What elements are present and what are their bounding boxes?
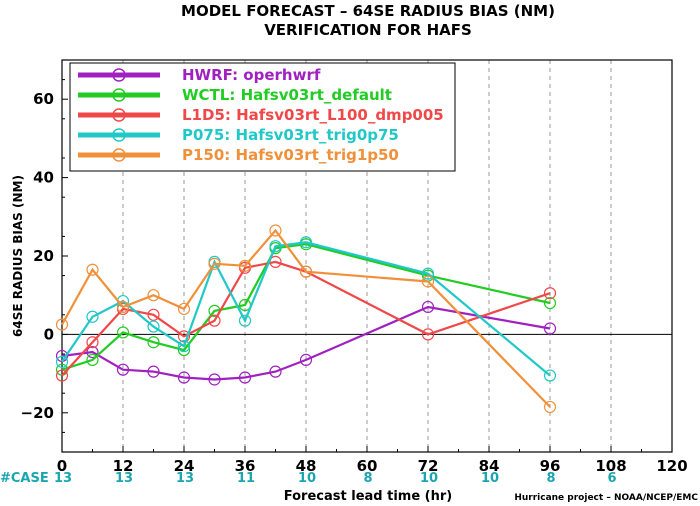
data-point (208, 314, 221, 327)
case-count: 13 (54, 471, 72, 486)
data-point (299, 265, 313, 278)
y-tick-label: −20 (21, 404, 54, 422)
data-point (86, 263, 99, 276)
data-point (543, 296, 557, 310)
legend-marker (112, 88, 126, 102)
data-point (177, 302, 191, 316)
series-4 (55, 224, 557, 414)
data-point (55, 369, 69, 382)
data-point (116, 363, 130, 376)
data-point (86, 336, 99, 349)
data-point (86, 353, 99, 366)
data-point (177, 340, 191, 353)
data-point (421, 300, 435, 314)
data-point (238, 259, 252, 272)
y-tick-label: 20 (33, 247, 54, 265)
x-tick-label: 72 (418, 457, 439, 475)
credit-text: Hurricane project – NOAA/NCEP/EMC (514, 493, 698, 503)
chart-title: MODEL FORECAST – 64SE RADIUS BIAS (NM) (181, 2, 555, 20)
data-point (116, 326, 130, 339)
data-point (299, 236, 313, 249)
data-point (269, 224, 282, 237)
data-point (543, 369, 557, 382)
legend: HWRF: operhwrf WCTL: Hafsv03rt_default L1D… (69, 62, 456, 172)
series-line (61, 260, 551, 377)
axes: 0 12 24 36 48 60 72 84 96 108 120 −20 0 20 40 60 (21, 59, 688, 475)
legend-label: P150: Hafsv03rt_trig1p50 (182, 146, 399, 164)
data-point (177, 330, 191, 343)
data-point (269, 365, 282, 378)
legend-label: HWRF: operhwrf (182, 66, 321, 84)
data-point (55, 355, 69, 368)
data-point (147, 308, 160, 321)
case-count: 8 (546, 471, 555, 486)
x-tick-label: 84 (479, 457, 500, 475)
data-point (147, 336, 160, 349)
data-point (208, 373, 221, 386)
y-axis-label: 64SE RADIUS BIAS (NM) (11, 175, 25, 337)
legend-marker (112, 108, 126, 122)
case-count: 6 (607, 471, 616, 486)
data-point (177, 371, 191, 384)
y-tick-label: 60 (33, 90, 54, 108)
data-point (86, 310, 99, 323)
data-point (55, 318, 69, 331)
data-point (147, 320, 160, 333)
x-tick-label: 120 (656, 457, 687, 475)
case-count: 10 (481, 471, 499, 486)
x-tick-label: 0 (57, 457, 67, 475)
series-0 (55, 300, 557, 386)
x-tick-label: 12 (113, 457, 134, 475)
data-point (543, 322, 557, 335)
data-point (543, 400, 557, 414)
series-line (61, 243, 551, 371)
y-tick-label: 40 (33, 169, 54, 187)
data-point (116, 300, 130, 314)
case-count: 11 (237, 471, 255, 486)
series-group (55, 224, 557, 414)
legend-marker (112, 128, 126, 142)
series-line (61, 228, 551, 408)
case-count: 13 (176, 471, 194, 486)
legend-marker (112, 148, 126, 162)
data-point (86, 345, 99, 359)
legend-label: WCTL: Hafsv03rt_default (182, 86, 392, 104)
series-line (61, 305, 551, 381)
data-point (238, 371, 252, 384)
data-point (147, 289, 160, 302)
x-tick-label: 60 (357, 457, 378, 475)
x-tick-label: 24 (174, 457, 195, 475)
legend-label: P075: Hafsv03rt_trig0p75 (182, 126, 399, 144)
case-counts: 13 13 13 11 10 8 10 10 8 6 (54, 471, 617, 486)
legend-label: L1D5: Hafsv03rt_L100_dmp005 (182, 106, 444, 124)
data-point (421, 275, 435, 288)
x-tick-label: 96 (540, 457, 561, 475)
case-count: 8 (363, 471, 372, 486)
data-point (421, 267, 435, 280)
data-point (421, 328, 435, 341)
data-point (269, 240, 282, 253)
case-count: 13 (115, 471, 133, 486)
data-point (147, 365, 160, 378)
case-count: 10 (298, 471, 316, 486)
data-point (543, 287, 557, 300)
case-label: #CASE (0, 471, 49, 486)
x-tick-label: 48 (296, 457, 317, 475)
data-point (208, 257, 221, 270)
y-tick-label: 0 (44, 325, 54, 343)
x-tick-label: 108 (595, 457, 626, 475)
series-line (61, 241, 551, 377)
data-point (299, 353, 313, 366)
chart-subtitle: VERIFICATION FOR HAFS (264, 21, 472, 39)
x-axis-label: Forecast lead time (hr) (284, 489, 452, 504)
case-count: 10 (420, 471, 438, 486)
legend-marker (112, 68, 126, 82)
data-point (238, 314, 252, 327)
x-tick-label: 36 (235, 457, 256, 475)
